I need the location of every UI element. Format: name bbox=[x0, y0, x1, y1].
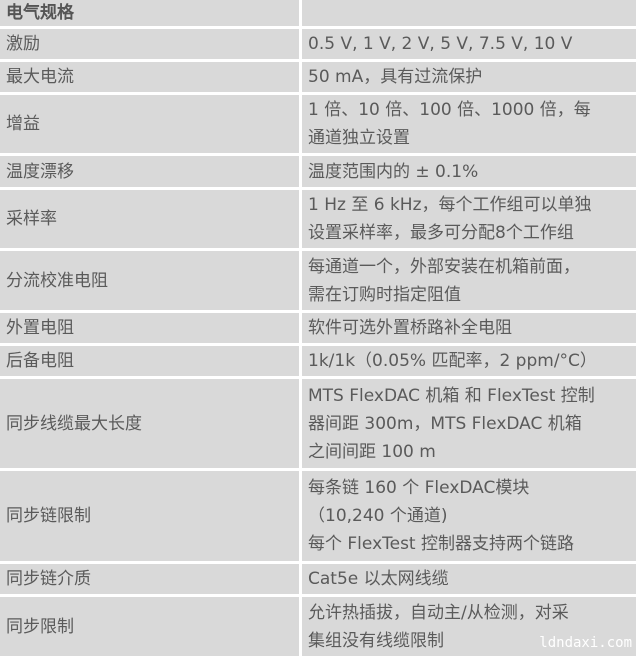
spec-value: 软件可选外置桥路补全电阻 bbox=[301, 312, 636, 345]
spec-value-line: 每通道一个，外部安装在机箱前面， bbox=[308, 253, 630, 281]
spec-label: 同步限制 bbox=[0, 596, 301, 658]
spec-value: Cat5e 以太网线缆 bbox=[301, 563, 636, 596]
spec-value: 0.5 V, 1 V, 2 V, 5 V, 7.5 V, 10 V bbox=[301, 28, 636, 61]
spec-value-line: （10,240 个通道) bbox=[308, 502, 630, 530]
spec-value-line: Cat5e 以太网线缆 bbox=[308, 565, 630, 593]
spec-label: 增益 bbox=[0, 94, 301, 155]
spec-value: 1k/1k（0.05% 匹配率，2 ppm/°C） bbox=[301, 345, 636, 378]
spec-value: 50 mA，具有过流保护 bbox=[301, 61, 636, 94]
spec-value: 温度范围内的 ± 0.1% bbox=[301, 155, 636, 189]
spec-label: 同步线缆最大长度 bbox=[0, 378, 301, 470]
spec-value-line: 设置采样率，最多可分配8个工作组 bbox=[308, 219, 630, 247]
spec-value-line: 每条链 160 个 FlexDAC模块 bbox=[308, 474, 630, 502]
spec-value-line: 软件可选外置桥路补全电阻 bbox=[308, 314, 630, 342]
spec-label: 后备电阻 bbox=[0, 345, 301, 378]
spec-label: 最大电流 bbox=[0, 61, 301, 94]
spec-value: 每通道一个，外部安装在机箱前面，需在订购时指定阻值 bbox=[301, 250, 636, 312]
spec-value: 1 倍、10 倍、100 倍、1000 倍，每通道独立设置 bbox=[301, 94, 636, 155]
spec-label: 同步链限制 bbox=[0, 470, 301, 563]
spec-label: 采样率 bbox=[0, 189, 301, 250]
spec-value-line: 0.5 V, 1 V, 2 V, 5 V, 7.5 V, 10 V bbox=[308, 30, 630, 58]
spec-label: 温度漂移 bbox=[0, 155, 301, 189]
spec-value-line: 需在订购时指定阻值 bbox=[308, 281, 630, 309]
spec-value-line: MTS FlexDAC 机箱 和 FlexTest 控制 bbox=[308, 382, 630, 410]
spec-value-line: 每个 FlexTest 控制器支持两个链路 bbox=[308, 530, 630, 558]
spec-label: 分流校准电阻 bbox=[0, 250, 301, 312]
spec-label: 同步链介质 bbox=[0, 563, 301, 596]
table-row: 外置电阻软件可选外置桥路补全电阻 bbox=[0, 312, 636, 345]
spec-value-line: 温度范围内的 ± 0.1% bbox=[308, 158, 630, 186]
spec-value: MTS FlexDAC 机箱 和 FlexTest 控制器间距 300m，MTS… bbox=[301, 378, 636, 470]
spec-value-line: 器间距 300m，MTS FlexDAC 机箱 bbox=[308, 410, 630, 438]
spec-label: 激励 bbox=[0, 28, 301, 61]
spec-value: 1 Hz 至 6 kHz，每个工作组可以单独设置采样率，最多可分配8个工作组 bbox=[301, 189, 636, 250]
spec-label: 外置电阻 bbox=[0, 312, 301, 345]
spec-value: 每条链 160 个 FlexDAC模块（10,240 个通道)每个 FlexTe… bbox=[301, 470, 636, 563]
spec-value-line: 通道独立设置 bbox=[308, 124, 630, 152]
table-row: 同步链限制每条链 160 个 FlexDAC模块（10,240 个通道)每个 F… bbox=[0, 470, 636, 563]
table-header-row: 电气规格 bbox=[0, 0, 636, 28]
spec-value-line: 允许热插拔，自动主/从检测，对采 bbox=[308, 599, 630, 627]
spec-value-line: 1 Hz 至 6 kHz，每个工作组可以单独 bbox=[308, 191, 630, 219]
watermark: ldndaxi.com bbox=[539, 634, 632, 652]
spec-value-line: 1 倍、10 倍、100 倍、1000 倍，每 bbox=[308, 96, 630, 124]
table-row: 温度漂移温度范围内的 ± 0.1% bbox=[0, 155, 636, 189]
header-title: 电气规格 bbox=[0, 0, 301, 28]
table-row: 分流校准电阻每通道一个，外部安装在机箱前面，需在订购时指定阻值 bbox=[0, 250, 636, 312]
spec-value-line: 1k/1k（0.05% 匹配率，2 ppm/°C） bbox=[308, 347, 630, 375]
spec-value-line: 之间间距 100 m bbox=[308, 438, 630, 466]
header-value bbox=[301, 0, 636, 28]
spec-value-line: 50 mA，具有过流保护 bbox=[308, 63, 630, 91]
